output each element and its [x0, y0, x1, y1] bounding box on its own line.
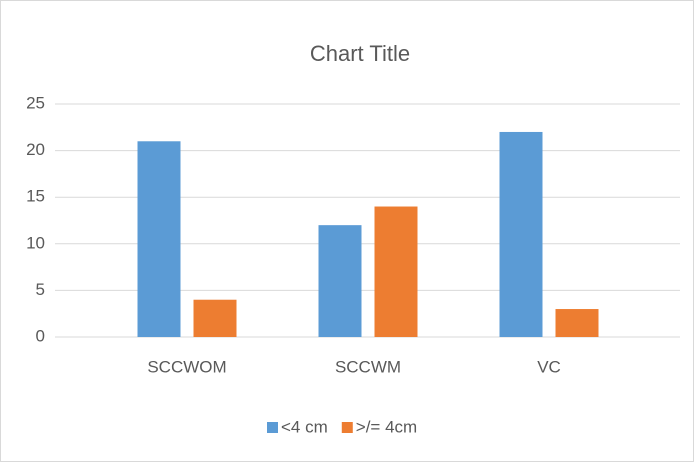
bar: [555, 309, 599, 337]
bar: [499, 131, 543, 337]
x-tick-label: SCCWOM: [147, 357, 226, 376]
bar: [137, 141, 181, 337]
x-tick-label: VC: [537, 357, 561, 376]
y-tick-label: 5: [36, 280, 45, 299]
y-tick-label: 0: [36, 326, 45, 345]
legend-swatch: [341, 422, 353, 433]
y-tick-label: 15: [26, 187, 45, 206]
bar: [374, 206, 418, 337]
y-tick-label: 20: [26, 140, 45, 159]
legend-label: >/= 4cm: [356, 417, 417, 436]
bar: [318, 225, 362, 337]
bar: [193, 299, 237, 337]
legend-swatch: [267, 422, 278, 433]
chart-title: Chart Title: [310, 41, 410, 66]
y-tick-label: 25: [26, 93, 45, 112]
y-tick-label: 10: [26, 233, 45, 252]
legend-label: <4 cm: [281, 417, 328, 436]
x-tick-label: SCCWM: [335, 357, 401, 376]
